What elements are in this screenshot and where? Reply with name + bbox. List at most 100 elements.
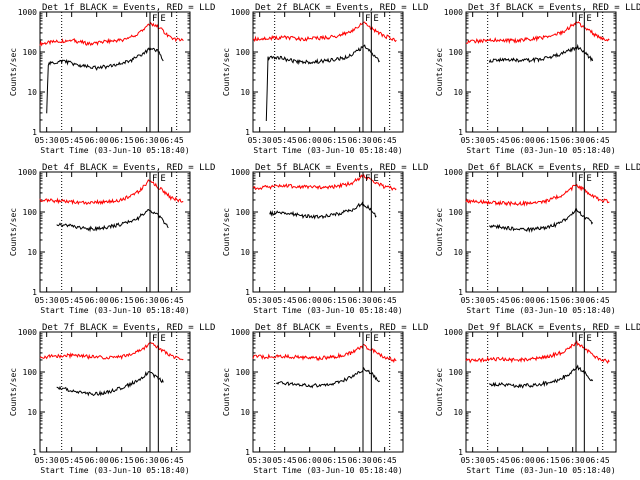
y-axis-label: Counts/sec [9,208,18,256]
y-tick-label: 1 [458,128,463,137]
x-tick-label: 06:15 [323,136,347,145]
plot-frame [465,331,617,453]
x-axis-label: Start Time (03-Jun-10 05:18:40) [40,146,189,155]
x-axis-label: Start Time (03-Jun-10 05:18:40) [253,306,402,315]
x-axis-label: Start Time (03-Jun-10 05:18:40) [253,146,402,155]
x-tick-label: 06:45 [160,296,184,305]
x-tick-label: 05:30 [248,136,272,145]
x-tick-label: 05:45 [273,456,297,465]
marker-label: E [373,14,378,24]
y-tick-label: 1000 [444,168,463,177]
plot-frame [465,171,617,293]
x-tick-label: 05:30 [461,136,485,145]
series-events-line [265,44,381,122]
detector-panel: Det 8f BLACK = Events, RED = LLD 1 10 100 10… [222,323,428,475]
x-tick-label: 06:45 [586,296,610,305]
y-tick-label: 100 [236,368,251,377]
x-axis-label: Start Time (03-Jun-10 05:18:40) [253,466,402,475]
x-axis-label: Start Time (03-Jun-10 05:18:40) [466,466,615,475]
series-lld-line [252,173,397,191]
marker-label: F [578,14,583,24]
x-tick-label: 06:15 [536,296,560,305]
series-events-line [488,364,594,389]
x-tick-label: 06:30 [561,136,585,145]
x-tick-label: 05:45 [60,456,84,465]
detector-panel: Det 1f BLACK = Events, RED = LLD 1 10 100 10… [9,3,215,155]
x-tick-label: 05:30 [461,296,485,305]
x-axis-label: Start Time (03-Jun-10 05:18:40) [466,306,615,315]
x-tick-label: 05:45 [486,456,510,465]
y-axis-label: Counts/sec [222,208,231,256]
x-tick-label: 05:30 [248,456,272,465]
x-tick-label: 06:45 [586,456,610,465]
x-tick-label: 06:15 [536,456,560,465]
x-tick-label: 06:30 [348,136,372,145]
y-tick-label: 10 [240,248,250,257]
x-tick-label: 06:30 [135,136,159,145]
x-tick-label: 06:30 [348,296,372,305]
x-tick-label: 06:45 [373,456,397,465]
detector-panel: Det 3f BLACK = Events, RED = LLD 1 10 100 10… [435,3,640,155]
plot-frame [252,11,404,133]
x-tick-label: 05:30 [248,296,272,305]
marker-label: E [586,174,591,184]
plot-frame [465,11,617,133]
panel-title: Det 6f BLACK = Events, RED = LLD [468,163,640,173]
plot-frame [39,171,191,293]
series-lld-line [465,183,610,207]
series-lld-line [39,342,184,361]
plot-frame [252,331,404,453]
x-tick-label: 06:00 [298,456,322,465]
marker-label: F [365,334,370,344]
y-tick-label: 1 [245,288,250,297]
x-tick-label: 06:15 [323,296,347,305]
x-tick-label: 06:15 [110,136,134,145]
y-tick-label: 100 [23,208,38,217]
y-tick-label: 100 [23,368,38,377]
x-tick-label: 06:30 [135,456,159,465]
marker-label: E [373,334,378,344]
y-tick-label: 10 [27,408,37,417]
y-tick-label: 100 [23,48,38,57]
x-tick-label: 05:45 [273,136,297,145]
y-axis-label: Counts/sec [435,48,444,96]
y-axis-label: Counts/sec [9,368,18,416]
y-axis-label: Counts/sec [435,208,444,256]
x-tick-label: 06:45 [373,296,397,305]
marker-label: F [152,174,157,184]
y-tick-label: 1 [245,128,250,137]
series-events-line [269,201,377,220]
x-tick-label: 06:00 [85,456,109,465]
y-tick-label: 1 [245,448,250,457]
x-tick-label: 05:30 [35,456,59,465]
x-axis-label: Start Time (03-Jun-10 05:18:40) [40,306,189,315]
y-axis-label: Counts/sec [435,368,444,416]
y-tick-label: 1000 [231,168,250,177]
marker-label: E [160,334,165,344]
marker-label: E [160,14,165,24]
series-lld-line [39,179,184,206]
y-tick-label: 10 [453,88,463,97]
y-tick-label: 1000 [18,168,37,177]
x-tick-label: 05:45 [486,136,510,145]
y-tick-label: 100 [236,48,251,57]
y-tick-label: 10 [240,408,250,417]
y-axis-label: Counts/sec [222,368,231,416]
detector-panel: Det 6f BLACK = Events, RED = LLD 1 10 100 10… [435,163,640,315]
x-tick-label: 06:45 [373,136,397,145]
y-tick-label: 10 [27,88,37,97]
y-tick-label: 1000 [231,328,250,337]
marker-label: E [373,174,378,184]
x-tick-label: 05:30 [461,456,485,465]
x-tick-label: 06:30 [561,456,585,465]
x-tick-label: 05:30 [35,296,59,305]
series-lld-line [465,340,610,365]
x-tick-label: 06:15 [110,296,134,305]
panel-title: Det 8f BLACK = Events, RED = LLD [255,323,428,333]
panel-title: Det 3f BLACK = Events, RED = LLD [468,3,640,13]
x-tick-label: 05:45 [486,296,510,305]
detector-panel: Det 5f BLACK = Events, RED = LLD 1 10 100 10… [222,163,428,315]
series-lld-line [465,20,610,45]
series-events-line [56,371,164,397]
panel-title: Det 7f BLACK = Events, RED = LLD [42,323,215,333]
